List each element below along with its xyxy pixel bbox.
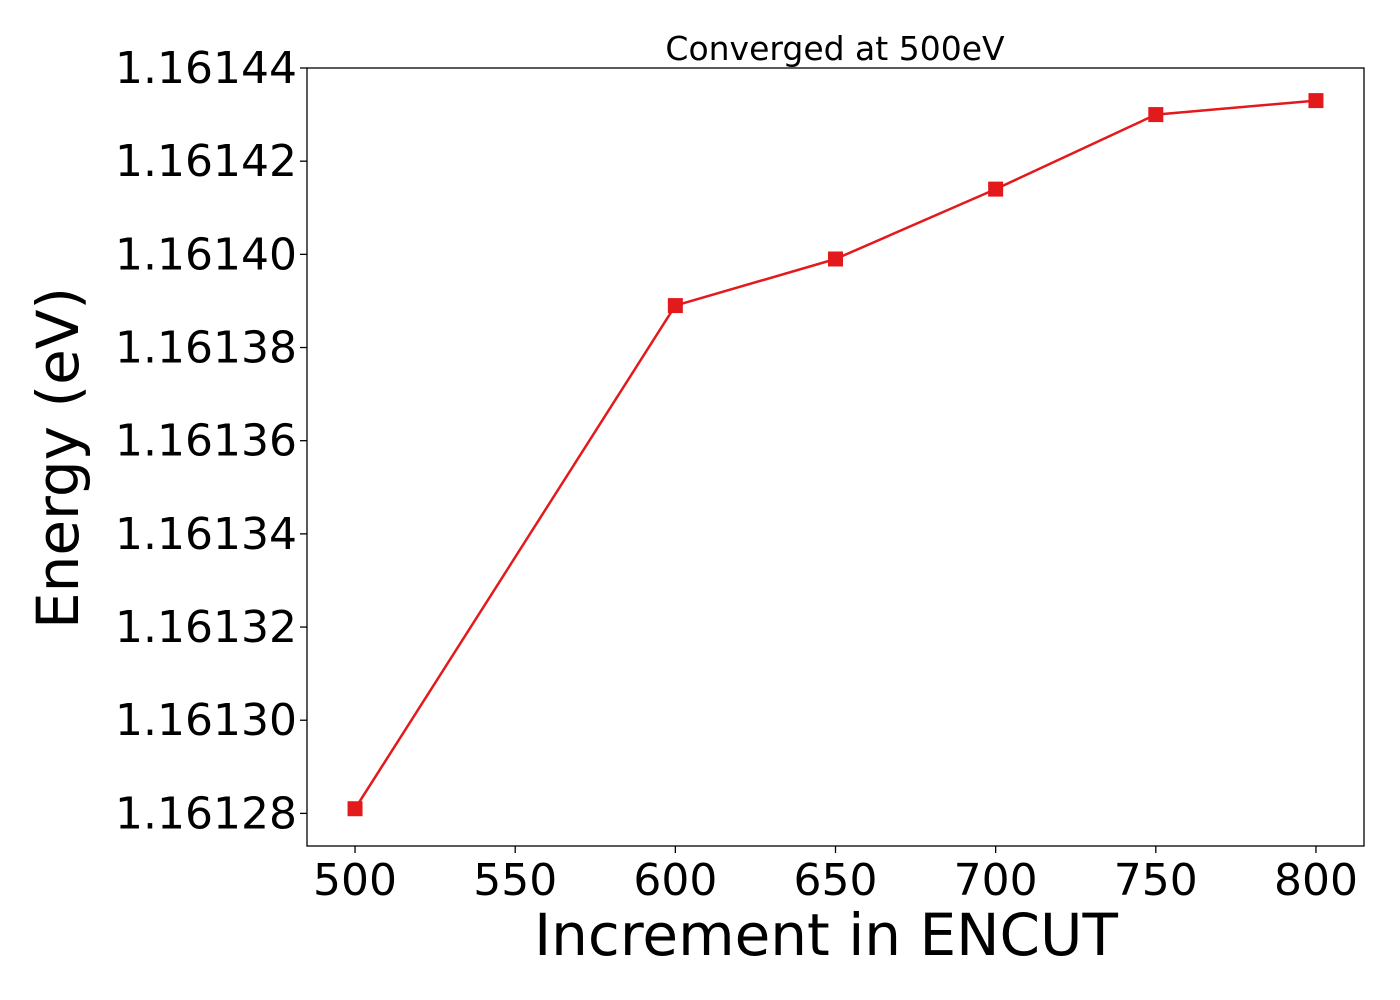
y-tick-label: 1.16140 [115,229,297,280]
data-point-marker [988,181,1004,197]
data-point-marker [347,801,363,817]
y-tick-label: 1.16128 [115,788,297,839]
series-line [353,99,1317,810]
x-tick-label: 700 [954,855,1038,906]
x-tick-label: 650 [794,855,878,906]
data-point-marker [828,251,843,267]
ticks-layer: 500 550 600 650 700 750 800 1.16128 1.16130 1.161… [115,43,1358,906]
y-tick-label: 1.16136 [115,416,297,467]
plot-frame [306,67,1365,847]
y-tick-label: 1.16138 [115,323,297,374]
x-tick-label: 800 [1274,855,1358,906]
x-tick-label: 500 [313,855,397,906]
data-point-marker [667,298,683,314]
chart-title: Converged at 500eV [665,29,1005,68]
x-tick-label: 600 [633,855,717,906]
y-tick-label: 1.16144 [115,43,297,94]
x-axis-label: Increment in ENCUT [534,901,1118,969]
y-axis-label: Energy (eV) [24,287,92,629]
y-tick-label: 1.16132 [115,602,297,653]
y-tick-label: 1.16142 [115,136,297,187]
data-point-marker [1308,93,1324,109]
y-tick-label: 1.16134 [115,509,297,560]
data-point-marker [1148,107,1164,123]
series-layer [347,93,1324,817]
x-tick-label: 750 [1114,855,1198,906]
y-tick-label: 1.16130 [115,695,297,746]
x-tick-label: 550 [473,855,557,906]
